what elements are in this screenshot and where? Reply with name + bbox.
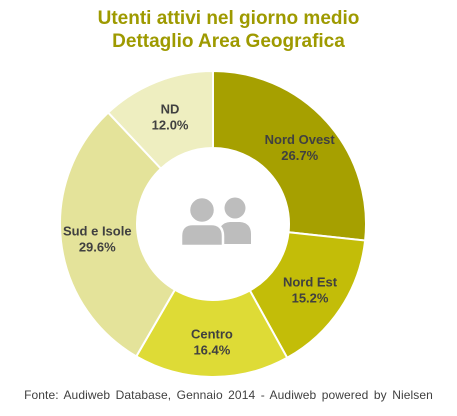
slice-label-nd: ND <box>161 102 180 117</box>
slice-value-sud-e-isole: 29.6% <box>79 239 116 254</box>
slice-label-nord-est: Nord Est <box>283 274 338 289</box>
source-footer: Fonte: Audiweb Database, Gennaio 2014 - … <box>24 388 433 402</box>
donut-slices <box>59 69 367 378</box>
slice-nd <box>106 69 214 171</box>
slice-label-centro: Centro <box>191 326 233 341</box>
slice-value-nd: 12.0% <box>152 118 189 133</box>
chart-subtitle: Dettaglio Area Geografica <box>112 31 345 52</box>
chart-title: Utenti attivi nel giorno medio <box>97 8 360 29</box>
slice-value-nord-ovest: 26.7% <box>281 148 318 163</box>
slice-value-nord-est: 15.2% <box>292 290 329 305</box>
slice-centro <box>134 288 289 378</box>
slice-nord-ovest <box>212 69 367 242</box>
slice-value-centro: 16.4% <box>193 342 230 357</box>
slice-label-sud-e-isole: Sud e Isole <box>63 223 132 238</box>
users-icon <box>179 195 251 248</box>
slice-sud-e-isole <box>59 111 177 358</box>
slice-label-nord-ovest: Nord Ovest <box>265 132 336 147</box>
